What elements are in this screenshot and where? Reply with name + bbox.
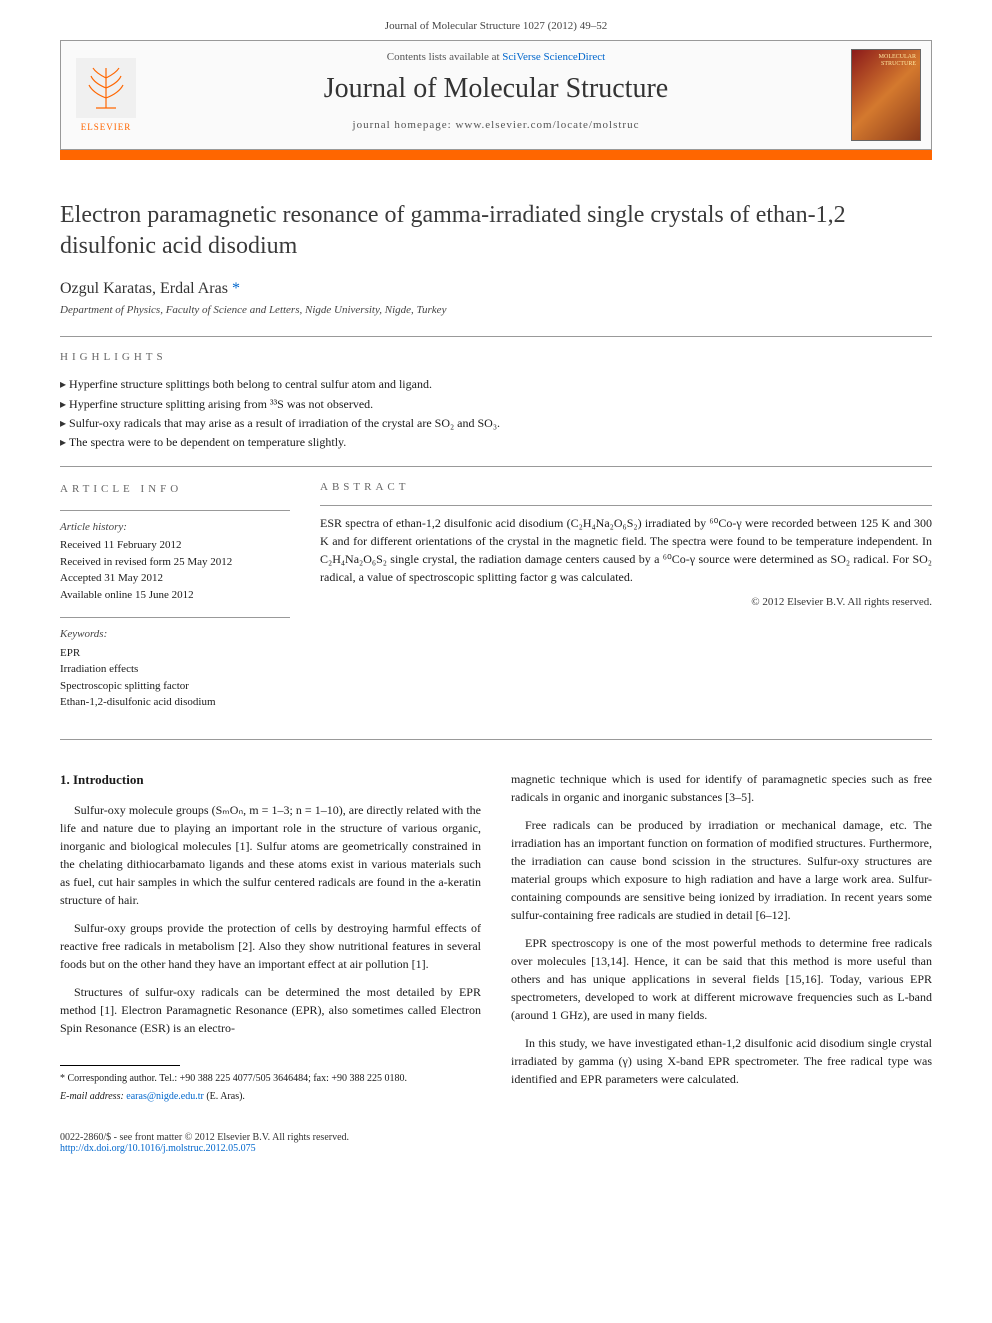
authors-line: Ozgul Karatas, Erdal Aras *	[60, 280, 932, 298]
page-footer: 0022-2860/$ - see front matter © 2012 El…	[0, 1128, 992, 1174]
highlight-item: The spectra were to be dependent on temp…	[60, 433, 932, 452]
accent-bar	[60, 150, 932, 160]
history-accepted: Accepted 31 May 2012	[60, 570, 290, 587]
abstract-copyright: © 2012 Elsevier B.V. All rights reserved…	[320, 596, 932, 608]
journal-cover-icon: MOLECULAR STRUCTURE	[851, 49, 921, 141]
info-label: ARTICLE INFO	[60, 481, 290, 498]
history-online: Available online 15 June 2012	[60, 587, 290, 604]
authors-names: Ozgul Karatas, Erdal Aras	[60, 280, 228, 297]
abstract-label: ABSTRACT	[320, 481, 932, 493]
corresponding-note: * Corresponding author. Tel.: +90 388 22…	[60, 1072, 481, 1086]
paragraph: Structures of sulfur-oxy radicals can be…	[60, 983, 481, 1037]
history-block: Article history: Received 11 February 20…	[60, 519, 290, 604]
affiliation: Department of Physics, Faculty of Scienc…	[60, 304, 932, 316]
publisher-logo-block: ELSEVIER	[61, 41, 151, 149]
paragraph: In this study, we have investigated etha…	[511, 1034, 932, 1088]
paragraph: magnetic technique which is used for ide…	[511, 770, 932, 806]
article-title: Electron paramagnetic resonance of gamma…	[60, 200, 932, 262]
email-link[interactable]: earas@nigde.edu.tr	[126, 1091, 204, 1102]
keywords-heading: Keywords:	[60, 626, 290, 643]
doi-link[interactable]: http://dx.doi.org/10.1016/j.molstruc.201…	[60, 1143, 349, 1154]
abstract-text: ESR spectra of ethan-1,2 disulfonic acid…	[320, 514, 932, 586]
history-heading: Article history:	[60, 519, 290, 536]
keywords-block: Keywords: EPR Irradiation effects Spectr…	[60, 626, 290, 711]
abstract-column: ABSTRACT ESR spectra of ethan-1,2 disulf…	[320, 481, 932, 725]
contents-line: Contents lists available at SciVerse Sci…	[161, 51, 831, 63]
article-info-column: ARTICLE INFO Article history: Received 1…	[60, 481, 290, 725]
footnotes: * Corresponding author. Tel.: +90 388 22…	[60, 1057, 481, 1104]
paragraph: EPR spectroscopy is one of the most powe…	[511, 934, 932, 1024]
cover-thumb-block: MOLECULAR STRUCTURE	[841, 41, 931, 149]
highlights-label: HIGHLIGHTS	[60, 351, 932, 363]
sciencedirect-link[interactable]: SciVerse ScienceDirect	[502, 51, 605, 63]
divider	[60, 617, 290, 618]
email-label: E-mail address:	[60, 1091, 126, 1102]
journal-homepage: journal homepage: www.elsevier.com/locat…	[161, 119, 831, 131]
front-matter-line: 0022-2860/$ - see front matter © 2012 El…	[60, 1132, 349, 1143]
paragraph: Sulfur-oxy molecule groups (SₘOₙ, m = 1–…	[60, 801, 481, 909]
body-columns: 1. Introduction Sulfur-oxy molecule grou…	[60, 770, 932, 1109]
divider	[60, 466, 932, 467]
footer-left: 0022-2860/$ - see front matter © 2012 El…	[60, 1132, 349, 1154]
elsevier-tree-icon	[76, 58, 136, 118]
info-abstract-row: ARTICLE INFO Article history: Received 1…	[60, 481, 932, 725]
divider	[60, 739, 932, 740]
footnote-rule	[60, 1065, 180, 1066]
contents-prefix: Contents lists available at	[387, 51, 502, 63]
keyword: Irradiation effects	[60, 661, 290, 678]
cover-thumb-text: MOLECULAR STRUCTURE	[856, 54, 916, 67]
keyword: Spectroscopic splitting factor	[60, 678, 290, 695]
highlights-list: Hyperfine structure splittings both belo…	[60, 375, 932, 452]
masthead-center: Contents lists available at SciVerse Sci…	[151, 41, 841, 149]
masthead: ELSEVIER Contents lists available at Sci…	[60, 40, 932, 150]
page-header: Journal of Molecular Structure 1027 (201…	[0, 0, 992, 40]
article-body: Electron paramagnetic resonance of gamma…	[0, 160, 992, 1128]
divider	[60, 510, 290, 511]
email-line: E-mail address: earas@nigde.edu.tr (E. A…	[60, 1090, 481, 1104]
keyword: EPR	[60, 645, 290, 662]
paragraph: Free radicals can be produced by irradia…	[511, 816, 932, 924]
body-right-column: magnetic technique which is used for ide…	[511, 770, 932, 1109]
highlight-item: Sulfur-oxy radicals that may arise as a …	[60, 414, 932, 433]
corresponding-marker: *	[232, 280, 240, 297]
email-suffix: (E. Aras).	[204, 1091, 245, 1102]
history-revised: Received in revised form 25 May 2012	[60, 554, 290, 571]
homepage-url[interactable]: www.elsevier.com/locate/molstruc	[455, 119, 639, 131]
section-heading: 1. Introduction	[60, 770, 481, 790]
keyword: Ethan-1,2-disulfonic acid disodium	[60, 694, 290, 711]
homepage-prefix: journal homepage:	[353, 119, 456, 131]
body-left-column: 1. Introduction Sulfur-oxy molecule grou…	[60, 770, 481, 1109]
journal-citation: Journal of Molecular Structure 1027 (201…	[385, 20, 607, 32]
paragraph: Sulfur-oxy groups provide the protection…	[60, 919, 481, 973]
highlight-item: Hyperfine structure splittings both belo…	[60, 375, 932, 394]
publisher-name: ELSEVIER	[81, 122, 132, 132]
history-received: Received 11 February 2012	[60, 537, 290, 554]
divider	[60, 336, 932, 337]
divider	[320, 505, 932, 506]
journal-title: Journal of Molecular Structure	[161, 73, 831, 105]
highlight-item: Hyperfine structure splitting arising fr…	[60, 395, 932, 414]
